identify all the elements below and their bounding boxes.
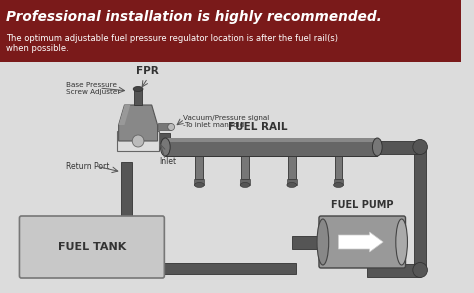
Bar: [334, 179, 343, 185]
Polygon shape: [118, 105, 157, 141]
Ellipse shape: [161, 138, 170, 156]
Bar: [292, 236, 325, 248]
Bar: [367, 263, 420, 277]
Bar: [288, 156, 296, 179]
Bar: [194, 179, 204, 185]
Bar: [134, 89, 142, 105]
Bar: [414, 147, 427, 270]
Ellipse shape: [133, 86, 143, 91]
Bar: [240, 179, 250, 185]
Bar: [132, 263, 161, 273]
Bar: [377, 141, 420, 154]
Text: Vacuum/Pressure signal
-To inlet manifold: Vacuum/Pressure signal -To inlet manifol…: [183, 115, 269, 128]
Text: Base Pressure
Screw Adjuster: Base Pressure Screw Adjuster: [66, 82, 120, 95]
Bar: [165, 138, 377, 142]
Text: FUEL TANK: FUEL TANK: [58, 242, 126, 252]
Text: Professional installation is highly recommended.: Professional installation is highly reco…: [6, 10, 382, 24]
Circle shape: [168, 124, 174, 130]
Ellipse shape: [373, 138, 382, 156]
Bar: [127, 263, 296, 273]
Bar: [287, 179, 297, 185]
Bar: [195, 156, 203, 179]
FancyBboxPatch shape: [319, 216, 406, 268]
Text: FPR: FPR: [137, 66, 159, 76]
Text: Inlet: Inlet: [159, 157, 177, 166]
Ellipse shape: [287, 183, 297, 188]
Ellipse shape: [317, 219, 328, 265]
Bar: [165, 138, 377, 156]
Ellipse shape: [396, 219, 408, 265]
Text: FUEL PUMP: FUEL PUMP: [331, 200, 393, 210]
Ellipse shape: [240, 183, 250, 188]
Text: The optimum adjustable fuel pressure regulator location is after the fuel rail(s: The optimum adjustable fuel pressure reg…: [6, 34, 338, 53]
Bar: [241, 156, 249, 179]
Circle shape: [120, 261, 133, 275]
FancyArrow shape: [338, 232, 383, 252]
Bar: [335, 156, 342, 179]
Bar: [121, 162, 132, 276]
Bar: [0, 0, 461, 62]
Circle shape: [413, 263, 428, 277]
Circle shape: [413, 139, 428, 154]
Circle shape: [132, 135, 144, 147]
Text: Return Port: Return Port: [66, 162, 109, 171]
Bar: [117, 131, 159, 151]
FancyBboxPatch shape: [19, 216, 164, 278]
Polygon shape: [118, 105, 130, 125]
Bar: [157, 123, 171, 130]
Text: FUEL RAIL: FUEL RAIL: [228, 122, 287, 132]
Bar: [157, 132, 170, 144]
Ellipse shape: [334, 183, 343, 188]
Ellipse shape: [194, 183, 204, 188]
